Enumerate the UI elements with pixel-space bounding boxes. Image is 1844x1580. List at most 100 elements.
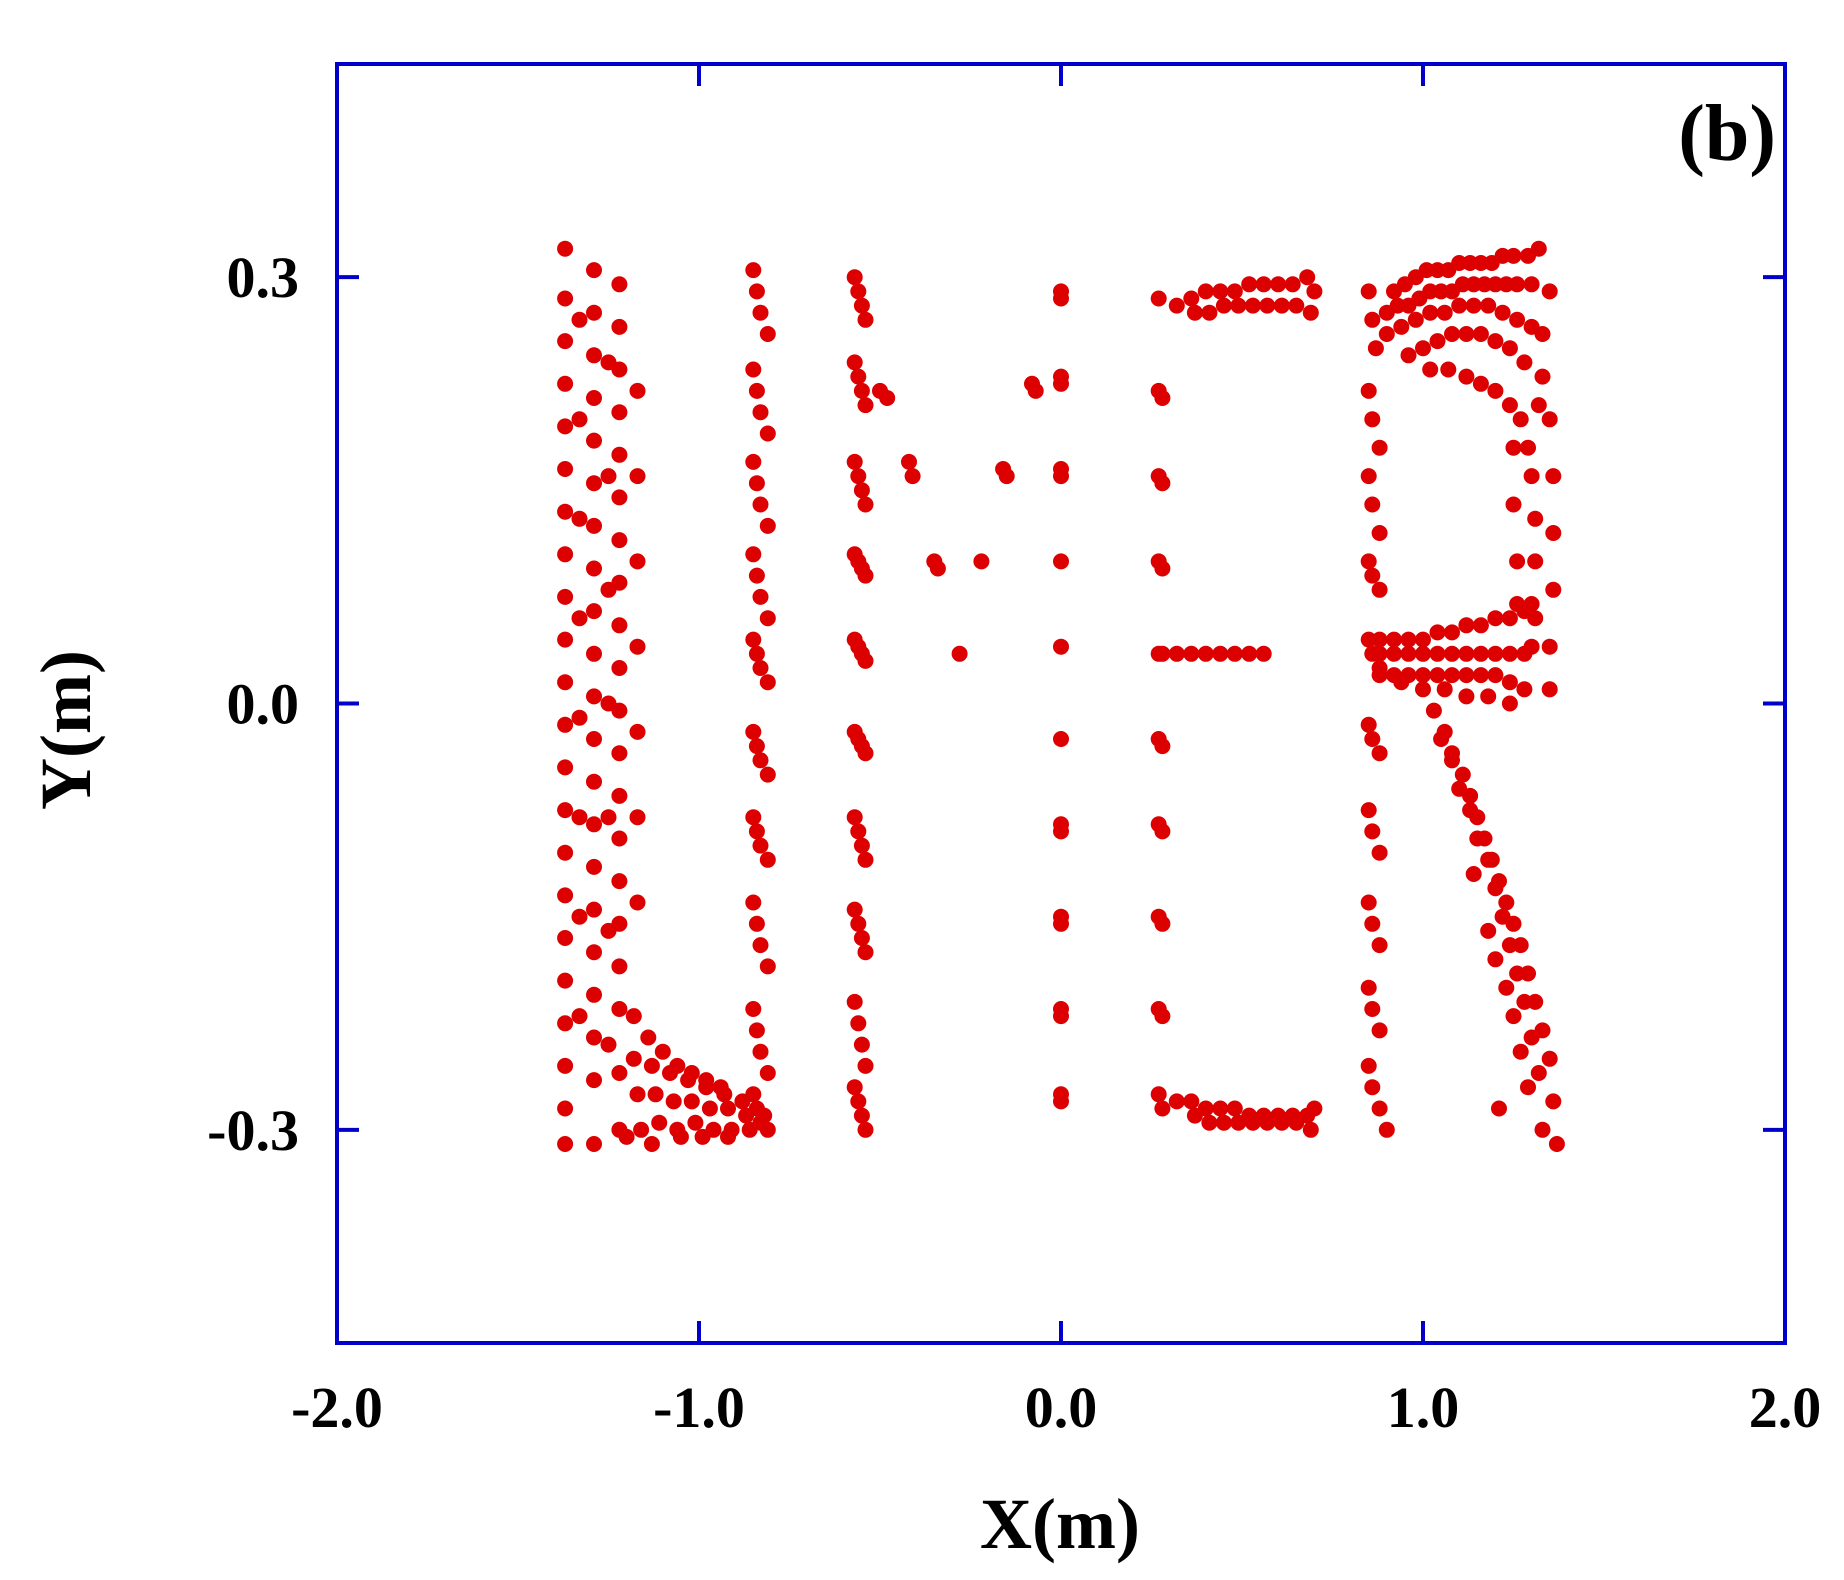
data-point: [1465, 297, 1482, 314]
data-point: [586, 901, 602, 918]
data-point: [1422, 361, 1439, 378]
data-point: [629, 894, 646, 911]
data-point: [662, 1065, 678, 1081]
data-point: [748, 823, 765, 840]
data-point: [611, 1065, 628, 1081]
data-point: [1306, 283, 1323, 300]
data-point: [857, 567, 874, 584]
data-point: [557, 461, 574, 477]
data-point: [557, 802, 574, 819]
data-point: [745, 894, 762, 911]
data-point: [745, 453, 762, 470]
data-point: [586, 645, 602, 662]
data-point: [1201, 1114, 1218, 1131]
data-point: [1541, 283, 1558, 300]
data-point: [1458, 645, 1475, 662]
data-point: [611, 873, 628, 890]
data-point: [611, 1001, 628, 1017]
data-point: [1444, 624, 1460, 641]
data-point: [557, 1136, 574, 1152]
data-point: [1360, 553, 1377, 570]
data-point: [1400, 347, 1417, 364]
data-point: [687, 1114, 704, 1131]
data-point: [1498, 894, 1515, 911]
data-point: [557, 240, 574, 257]
data-point: [748, 915, 765, 932]
data-point: [857, 652, 874, 669]
data-point: [1183, 290, 1200, 307]
data-point: [629, 723, 646, 740]
data-point: [629, 553, 646, 570]
data-point: [625, 1050, 642, 1067]
data-point: [557, 631, 574, 648]
data-point: [557, 844, 574, 861]
data-point: [853, 930, 870, 946]
data-point: [698, 1079, 715, 1096]
data-point: [1053, 823, 1069, 840]
data-point: [759, 1065, 776, 1081]
data-point: [1150, 290, 1167, 307]
data-point: [1212, 1100, 1229, 1117]
data-point: [557, 546, 574, 563]
data-point: [1230, 1114, 1247, 1131]
data-point: [1415, 631, 1431, 648]
data-point: [1505, 439, 1522, 456]
data-point: [586, 475, 602, 492]
x-axis-title: X(m): [980, 1484, 1140, 1564]
data-point: [611, 361, 628, 378]
data-point: [1201, 304, 1218, 321]
data-point: [759, 610, 776, 627]
data-point: [1491, 1100, 1507, 1117]
data-point: [752, 496, 769, 513]
data-point: [611, 446, 628, 463]
data-point: [759, 766, 776, 783]
data-point: [1367, 340, 1384, 357]
data-point: [611, 276, 628, 293]
data-point: [1183, 1093, 1200, 1110]
data-point: [557, 290, 574, 307]
data-point: [1364, 496, 1381, 513]
data-point: [611, 617, 628, 634]
data-point: [857, 944, 874, 961]
data-point: [1451, 297, 1468, 314]
data-point: [1371, 667, 1388, 684]
data-point: [1472, 645, 1489, 662]
data-point: [557, 972, 574, 989]
data-point: [1534, 326, 1551, 342]
data-point: [846, 993, 863, 1010]
data-points: [557, 240, 1565, 1152]
data-point: [759, 674, 776, 691]
data-point: [1530, 397, 1547, 414]
data-point: [1527, 553, 1544, 570]
data-point: [720, 1128, 736, 1145]
data-point: [1444, 752, 1460, 769]
data-point: [1472, 617, 1489, 634]
data-point: [1545, 468, 1562, 485]
data-point: [1512, 411, 1529, 428]
data-point: [611, 915, 628, 932]
data-point: [752, 588, 769, 605]
data-point: [1371, 844, 1388, 861]
data-point: [629, 809, 646, 826]
y-axis-title: Y(m): [26, 650, 106, 810]
data-point: [745, 809, 762, 826]
data-point: [1154, 475, 1171, 492]
data-point: [1425, 702, 1442, 719]
data-point: [752, 660, 769, 676]
data-point: [1444, 326, 1460, 342]
data-point: [611, 830, 628, 847]
data-point: [1241, 645, 1258, 662]
data-point: [1053, 915, 1069, 932]
data-point: [557, 716, 574, 733]
data-point: [1288, 1114, 1305, 1131]
data-point: [571, 311, 588, 328]
data-point: [611, 958, 628, 975]
data-point: [748, 1100, 765, 1117]
data-point: [1516, 993, 1533, 1010]
data-point: [1523, 1029, 1540, 1046]
data-point: [1436, 681, 1453, 698]
data-point: [1400, 645, 1417, 662]
data-point: [586, 731, 602, 747]
data-point: [853, 482, 870, 499]
data-point: [1458, 368, 1475, 385]
